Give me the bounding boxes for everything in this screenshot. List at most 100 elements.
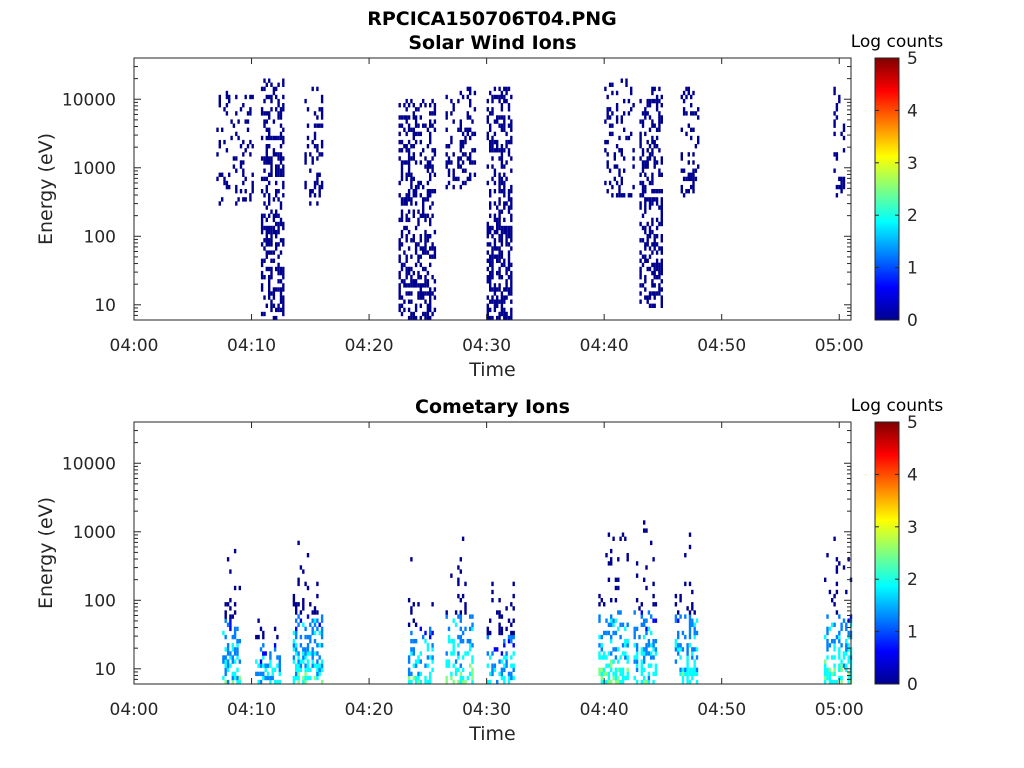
heat-cell — [263, 193, 266, 198]
heat-cell — [644, 254, 647, 259]
heat-cell — [316, 123, 319, 128]
y-tick-label: 1000 — [73, 159, 116, 179]
heat-cell — [268, 115, 271, 120]
heat-cell — [690, 172, 693, 177]
heat-cell — [604, 148, 607, 153]
heat-cell — [431, 311, 434, 317]
heat-cell — [249, 94, 252, 100]
heat-cell — [433, 189, 437, 194]
heat-cell — [607, 651, 611, 656]
heat-cell — [405, 275, 408, 280]
heat-cell — [429, 299, 432, 304]
heat-cell — [491, 164, 494, 169]
heat-cell — [419, 152, 422, 157]
heat-cell — [695, 655, 699, 660]
heat-cell — [398, 307, 401, 313]
heat-cell — [311, 160, 314, 165]
heat-cell — [653, 238, 656, 243]
heat-cell — [405, 217, 408, 223]
heat-cell — [318, 622, 321, 627]
heat-cell — [498, 197, 501, 202]
heat-cell — [412, 176, 415, 182]
heat-cell — [236, 647, 239, 652]
heat-cell — [412, 663, 415, 668]
heat-cell — [651, 262, 654, 268]
heat-cell — [621, 651, 625, 656]
heat-cell — [648, 295, 652, 300]
heat-cell — [510, 229, 513, 235]
heat-cell — [646, 266, 649, 272]
heat-cell — [309, 168, 312, 173]
heat-cell — [226, 659, 230, 664]
heat-cell — [658, 111, 661, 116]
heat-cell — [282, 156, 285, 161]
heat-cell — [459, 671, 462, 677]
heat-cell — [260, 217, 264, 223]
heat-cell — [275, 266, 278, 272]
heat-cell — [505, 270, 508, 276]
heat-cell — [275, 180, 278, 186]
colorbar-tick-label: 3 — [907, 518, 918, 538]
heat-cell — [500, 675, 504, 681]
heat-cell — [658, 127, 661, 132]
heat-cell — [644, 160, 647, 165]
heat-cell — [651, 217, 654, 223]
heat-cell — [691, 651, 694, 656]
heat-cell — [264, 675, 267, 681]
heat-cell — [638, 634, 641, 640]
heat-cell — [318, 655, 321, 660]
heat-cell — [277, 287, 280, 292]
heat-cell — [295, 610, 298, 615]
x-tick-label: 04:40 — [580, 336, 629, 356]
heat-cell — [320, 107, 324, 112]
heat-cell — [424, 283, 427, 288]
heat-cell — [621, 679, 625, 685]
heat-cell — [614, 675, 618, 681]
heat-cell — [648, 115, 652, 120]
heat-cell — [645, 630, 648, 636]
heat-cell — [320, 663, 324, 668]
heat-cell — [414, 184, 418, 190]
heat-cell — [407, 266, 411, 272]
heat-cell — [612, 618, 615, 623]
heat-cell — [654, 647, 658, 652]
heat-cell — [450, 111, 453, 116]
heat-cell — [646, 258, 649, 263]
heat-cell — [847, 647, 850, 652]
heat-cell — [651, 90, 654, 96]
heat-cell — [654, 667, 658, 672]
heat-cell — [313, 618, 317, 623]
heat-cell — [417, 221, 420, 227]
heat-cell — [459, 639, 462, 644]
heat-cell — [279, 221, 283, 227]
heat-cell — [429, 254, 432, 259]
heat-cell — [304, 156, 307, 161]
heat-cell — [407, 283, 411, 288]
heat-cell — [833, 168, 836, 173]
heat-cell — [266, 663, 270, 668]
heat-cell — [623, 98, 626, 104]
heat-cell — [410, 311, 413, 317]
heat-cell — [615, 164, 619, 169]
heat-cell — [469, 172, 472, 177]
heat-cell — [270, 242, 273, 247]
heat-cell — [687, 189, 690, 194]
heat-cell — [445, 184, 448, 190]
colorbar-label: Log counts — [851, 32, 944, 52]
heat-cell — [459, 148, 462, 153]
heat-cell — [429, 123, 432, 128]
heat-cell — [265, 160, 268, 165]
heat-cell — [498, 213, 501, 218]
heat-cell — [277, 213, 280, 218]
heat-cell — [263, 275, 266, 280]
heat-cell — [282, 221, 285, 227]
heat-cell — [431, 156, 434, 161]
heat-cell — [486, 651, 489, 656]
heat-cell — [691, 618, 694, 623]
heat-cell — [419, 238, 422, 243]
heat-cell — [273, 647, 277, 652]
heat-cell — [445, 651, 448, 656]
heat-cell — [275, 168, 278, 173]
heat-cell — [233, 651, 237, 656]
heat-cell — [653, 266, 656, 272]
